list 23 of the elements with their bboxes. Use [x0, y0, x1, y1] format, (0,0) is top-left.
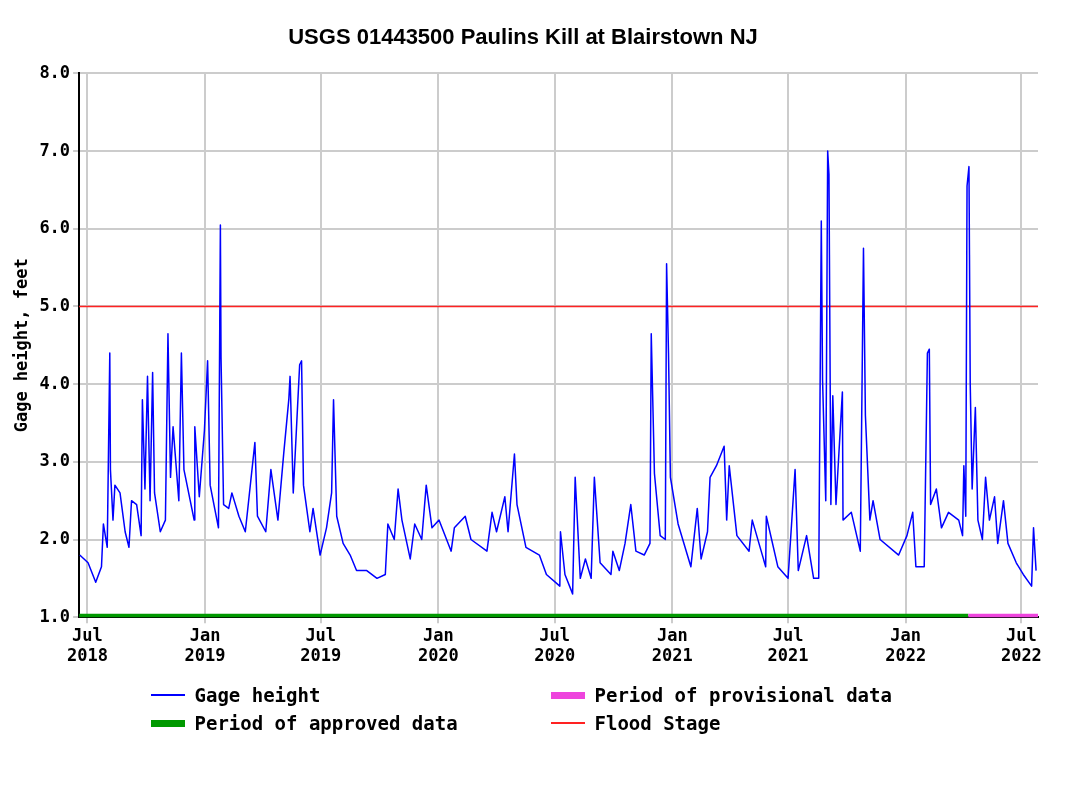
x-tick-label: Jul 2018 [66, 624, 108, 666]
y-tick-label: 1.0 [39, 605, 71, 626]
x-tick-label: Jul 2021 [767, 624, 809, 666]
legend-label: Period of approved data [194, 712, 458, 734]
y-tick-label: 2.0 [39, 527, 71, 548]
y-axis-title: Gage height, feet [10, 258, 31, 433]
x-tick-label: Jul 2020 [534, 624, 576, 666]
legend-label: Flood Stage [594, 712, 721, 734]
legend-label: Period of provisional data [594, 684, 892, 706]
x-tick-label: Jan 2019 [184, 624, 226, 666]
x-tick-label: Jul 2019 [300, 624, 342, 666]
x-tick-label: Jul 2022 [1000, 624, 1042, 666]
x-tick-label: Jan 2020 [417, 624, 459, 666]
y-tick-label: 4.0 [39, 372, 71, 393]
x-tick-label: Jan 2021 [651, 624, 693, 666]
x-tick-label: Jan 2022 [885, 624, 927, 666]
chart-title: USGS 01443500 Paulins Kill at Blairstown NJ [288, 24, 758, 50]
y-tick-label: 8.0 [39, 61, 71, 82]
y-tick-label: 5.0 [39, 294, 71, 315]
y-tick-label: 7.0 [39, 139, 71, 160]
legend-label: Gage height [194, 684, 321, 706]
y-tick-label: 3.0 [39, 450, 71, 471]
y-tick-label: 6.0 [39, 217, 71, 238]
